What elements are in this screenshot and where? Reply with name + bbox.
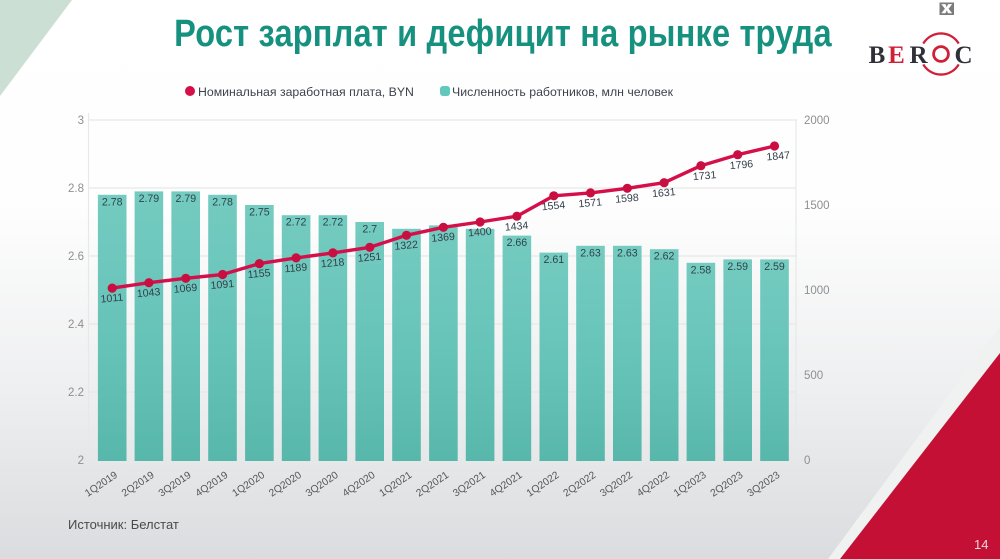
svg-text:2.59: 2.59 [764,261,785,273]
svg-text:1500: 1500 [804,200,830,212]
svg-text:1631: 1631 [652,186,677,200]
svg-text:1218: 1218 [320,256,345,270]
svg-text:2000: 2000 [804,115,830,127]
svg-text:1796: 1796 [729,158,754,172]
svg-text:1000: 1000 [804,285,830,297]
svg-text:2.4: 2.4 [68,319,85,331]
svg-text:2.6: 2.6 [68,251,84,263]
svg-text:2.7: 2.7 [362,224,377,236]
svg-text:2.8: 2.8 [68,183,84,195]
svg-text:2.61: 2.61 [543,254,564,266]
svg-text:1369: 1369 [431,231,456,245]
svg-text:1731: 1731 [692,169,717,183]
svg-text:B: B [869,42,886,69]
svg-text:1251: 1251 [357,251,382,265]
svg-text:2.79: 2.79 [139,193,160,205]
svg-text:2.72: 2.72 [323,217,344,229]
svg-text:1091: 1091 [210,278,235,292]
svg-text:2: 2 [78,455,84,467]
svg-text:0: 0 [804,455,810,467]
svg-text:1434: 1434 [504,220,529,234]
svg-text:2.72: 2.72 [286,217,307,229]
svg-text:500: 500 [804,370,823,382]
svg-text:2.78: 2.78 [102,196,123,208]
svg-text:2.63: 2.63 [580,247,601,259]
svg-text:R: R [909,42,928,69]
svg-text:1069: 1069 [173,282,198,296]
svg-text:1598: 1598 [615,192,640,206]
svg-text:1400: 1400 [468,225,493,239]
svg-text:2.58: 2.58 [691,264,712,276]
svg-text:1554: 1554 [541,199,566,213]
svg-text:2.78: 2.78 [212,196,233,208]
svg-text:2.66: 2.66 [507,237,528,249]
svg-text:2.79: 2.79 [175,193,196,205]
svg-text:2.62: 2.62 [654,251,675,263]
svg-text:1571: 1571 [578,196,603,210]
svg-text:1155: 1155 [247,267,271,281]
svg-text:2.2: 2.2 [68,387,84,399]
svg-text:1189: 1189 [284,261,308,275]
svg-text:1847: 1847 [766,149,791,163]
svg-text:3: 3 [78,115,84,127]
svg-text:C: C [954,42,972,69]
svg-text:2.63: 2.63 [617,247,638,259]
svg-text:2.75: 2.75 [249,207,270,219]
svg-text:1011: 1011 [100,292,124,306]
svg-text:1043: 1043 [136,286,161,300]
svg-text:2.59: 2.59 [727,261,748,273]
svg-text:1322: 1322 [394,239,419,253]
svg-text:E: E [888,42,905,69]
